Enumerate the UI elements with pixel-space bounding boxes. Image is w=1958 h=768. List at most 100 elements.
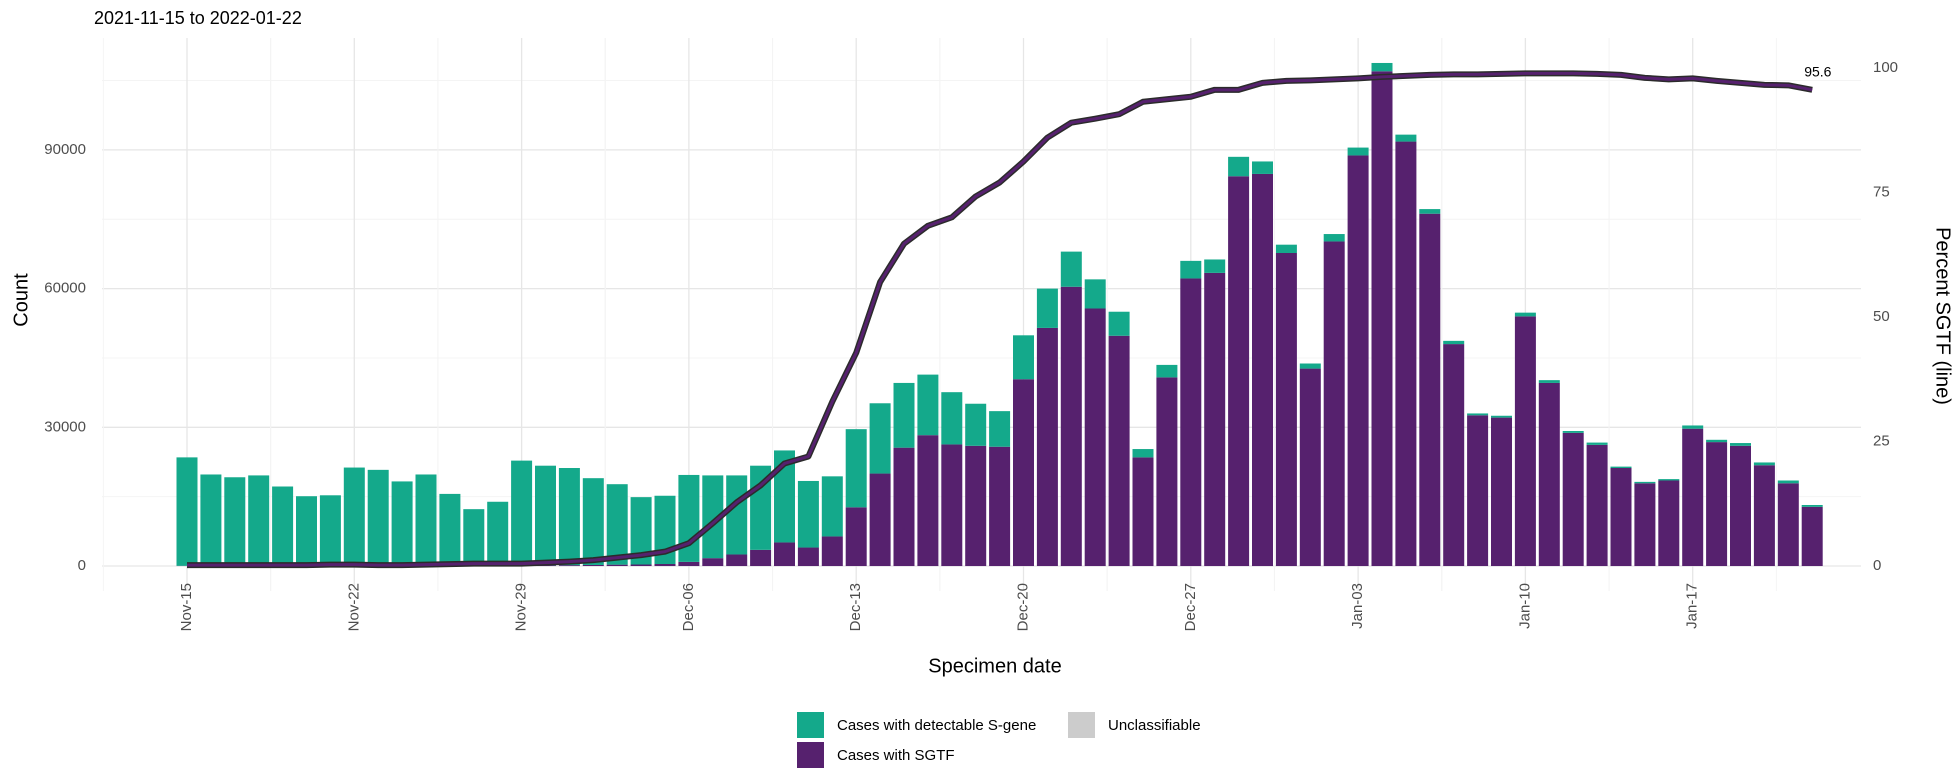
bar [487, 501, 509, 566]
bar [1347, 155, 1369, 567]
bar [750, 549, 772, 567]
bar [1060, 286, 1082, 567]
bar [1467, 413, 1489, 416]
bar [1228, 176, 1250, 567]
bar [1706, 442, 1728, 567]
bar [774, 450, 795, 543]
bar [941, 392, 963, 445]
bar [797, 480, 819, 548]
y2-tick-label: 50 [1873, 308, 1890, 325]
bar [1801, 504, 1823, 507]
bar [1108, 335, 1130, 567]
bar [1084, 279, 1106, 309]
bar [582, 564, 604, 567]
bar [1514, 316, 1536, 567]
bar [1204, 259, 1226, 273]
bar [1228, 156, 1250, 177]
bar [845, 507, 867, 567]
x-tick-label: Nov-29 [513, 583, 530, 631]
bar [965, 445, 987, 567]
bar [1084, 308, 1106, 567]
bar [1491, 415, 1512, 418]
legend-label: Cases with detectable S-gene [837, 717, 1036, 734]
bar [1204, 272, 1226, 567]
bar [1753, 462, 1775, 466]
legend-swatch [1068, 712, 1095, 738]
bar [606, 564, 628, 567]
bar [1538, 382, 1560, 567]
legend-item: Cases with SGTF [797, 742, 955, 768]
y2-tick-label: 25 [1873, 433, 1890, 450]
bar [1275, 253, 1297, 567]
bar [391, 481, 413, 566]
bar [535, 565, 556, 567]
bar [1275, 244, 1297, 254]
bar [1299, 368, 1321, 567]
bar [702, 558, 724, 567]
bar [941, 444, 963, 567]
x-tick-label: Jan-17 [1684, 583, 1701, 629]
x-tick-label: Dec-27 [1182, 583, 1199, 631]
bar [1562, 432, 1584, 567]
bar [797, 547, 819, 567]
bar [702, 475, 724, 559]
bar [1730, 445, 1751, 567]
bar [272, 486, 294, 566]
bar [1514, 312, 1536, 317]
bar [965, 403, 987, 446]
bar [1658, 480, 1680, 567]
bar [1156, 377, 1178, 567]
bar [821, 476, 843, 537]
bar [1395, 134, 1417, 142]
bar [1491, 417, 1512, 567]
bar [1371, 71, 1393, 567]
bar [176, 457, 198, 566]
bar [1060, 251, 1082, 287]
bar [1467, 415, 1489, 567]
y2-tick-label: 100 [1873, 59, 1898, 76]
bar [415, 474, 437, 566]
x-tick-label: Jan-03 [1349, 583, 1366, 629]
bar [1299, 363, 1321, 369]
bar [558, 468, 580, 566]
bar [1538, 380, 1560, 383]
bar [1682, 428, 1704, 567]
bar [1156, 364, 1178, 378]
line [187, 71, 1813, 567]
bar [989, 411, 1011, 447]
bar [630, 497, 652, 565]
bar [1013, 379, 1034, 567]
bar [1706, 439, 1728, 443]
bar [606, 484, 628, 565]
bar [1682, 425, 1704, 429]
bar [1610, 468, 1632, 567]
bar [1730, 443, 1751, 446]
bar [1634, 481, 1656, 484]
legend-label: Cases with SGTF [837, 747, 955, 764]
bar [1443, 340, 1465, 345]
bar [1132, 457, 1154, 567]
bar [1108, 311, 1130, 336]
bar [774, 542, 795, 567]
bar [1610, 466, 1632, 469]
bar [726, 475, 748, 555]
y-tick-label: 60000 [44, 280, 86, 297]
bar [1347, 147, 1369, 156]
bar [248, 475, 270, 566]
y-tick-label: 30000 [44, 418, 86, 435]
bar [1777, 483, 1799, 567]
bar [1132, 449, 1154, 458]
bar [439, 493, 461, 566]
bar [917, 435, 939, 567]
bar [1036, 327, 1058, 567]
bar [535, 465, 556, 566]
bar [869, 473, 891, 567]
bar [1419, 213, 1441, 567]
bar [1777, 480, 1799, 484]
bar [200, 474, 222, 566]
bar [1658, 479, 1680, 481]
bar [893, 447, 915, 567]
y-axis-label: Count [10, 273, 32, 327]
